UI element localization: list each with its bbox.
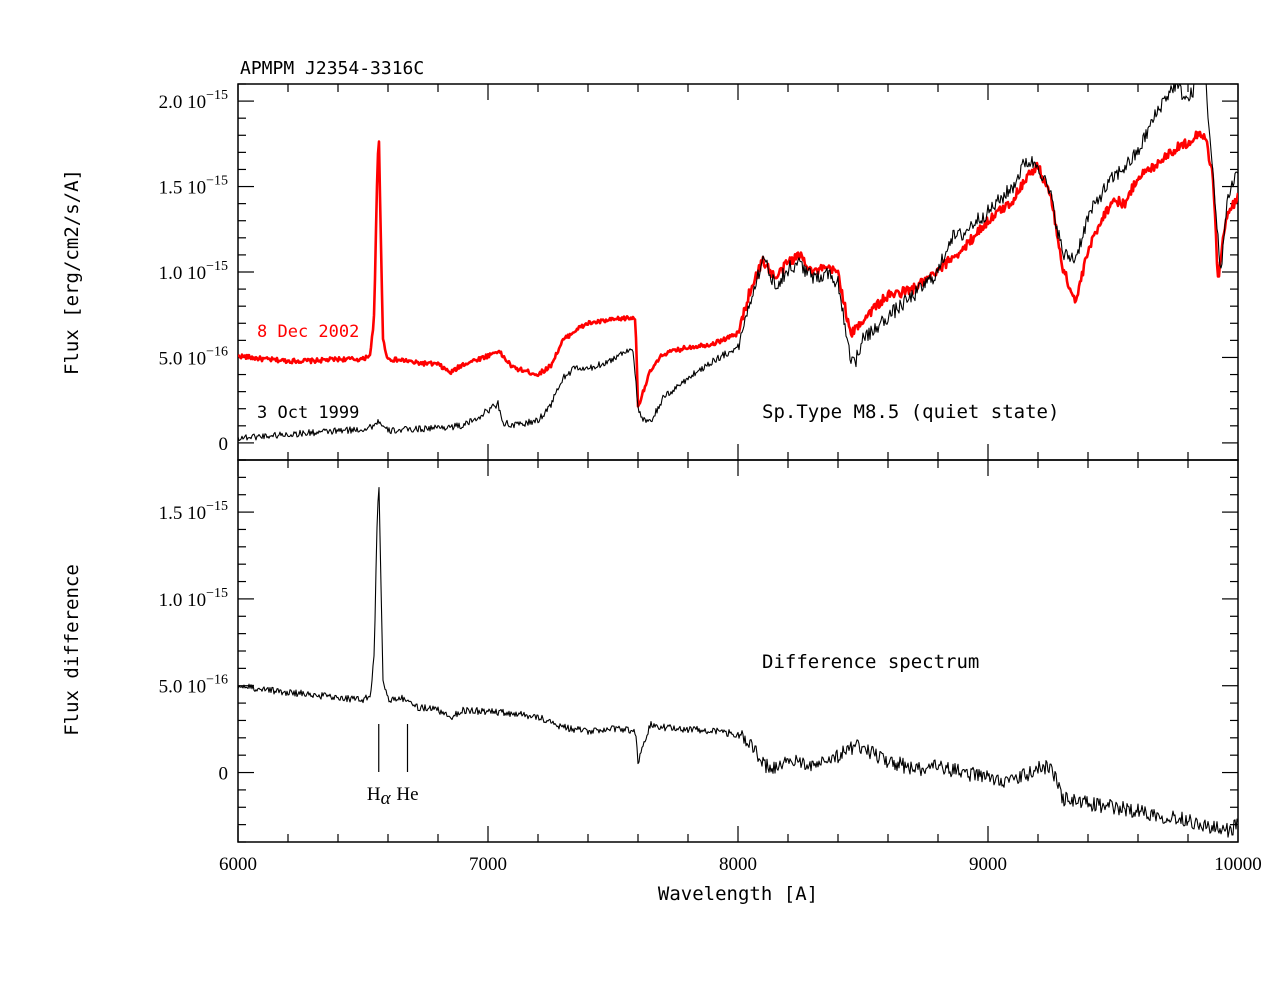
top-panel: APMPM J2354-3316C 0 5.0 10−16 1.0 10−15 1.5… xyxy=(61,58,1239,461)
series-line-3-oct-1999 xyxy=(238,84,1238,442)
bottom-x-ticks: 6000 7000 8000 9000 10000 xyxy=(219,460,1262,875)
y-tick-label: 1.0 10−15 xyxy=(159,259,228,284)
bottom-panel: 6000 7000 8000 9000 10000 0 5.0 10−16 1.0 10−1… xyxy=(61,459,1262,905)
x-tick-label: 6000 xyxy=(219,854,257,875)
y-tick-label: 2.0 10−15 xyxy=(159,88,228,113)
y-tick-label: 0 xyxy=(219,764,229,785)
y-tick-label: 5.0 10−16 xyxy=(159,344,228,369)
y-tick-label: 1.0 10−15 xyxy=(159,586,228,611)
top-panel-title: APMPM J2354-3316C xyxy=(240,58,424,79)
y-tick-label: 1.5 10−15 xyxy=(159,499,228,524)
bottom-annotation: Difference spectrum xyxy=(762,651,979,673)
bottom-y-ticks: 0 5.0 10−16 1.0 10−15 1.5 10−15 xyxy=(159,459,1238,843)
x-tick-label: 10000 xyxy=(1214,854,1262,875)
legend-label-1999: 3 Oct 1999 xyxy=(257,403,359,423)
top-panel-frame xyxy=(237,83,1239,461)
top-plot-area xyxy=(238,84,1238,442)
top-y-axis-label: Flux [erg/cm2/s/A] xyxy=(61,169,83,375)
series-line-8-dec-2002 xyxy=(238,130,1238,408)
x-tick-label: 8000 xyxy=(719,854,757,875)
x-tick-label: 7000 xyxy=(469,854,507,875)
legend-label-2002: 8 Dec 2002 xyxy=(257,322,359,342)
bottom-plot-area xyxy=(238,486,1238,838)
y-tick-label: 0 xyxy=(219,434,229,455)
y-tick-label: 1.5 10−15 xyxy=(159,174,228,199)
bottom-y-axis-label: Flux difference xyxy=(61,564,83,736)
line-marker-label: He xyxy=(396,784,418,805)
bottom-panel-frame xyxy=(237,459,1239,843)
top-y-ticks: 0 5.0 10−16 1.0 10−15 1.5 10−15 2.0 10−15 xyxy=(159,83,1238,461)
line-marker-label: Hα xyxy=(367,784,392,809)
top-annotation: Sp.Type M8.5 (quiet state) xyxy=(762,401,1059,423)
line-markers: Hα He xyxy=(367,724,419,809)
top-x-ticks xyxy=(237,84,1239,460)
y-tick-label: 5.0 10−16 xyxy=(159,673,228,698)
x-tick-label: 9000 xyxy=(969,854,1007,875)
x-axis-label: Wavelength [A] xyxy=(658,883,818,905)
series-line-difference xyxy=(238,486,1238,838)
